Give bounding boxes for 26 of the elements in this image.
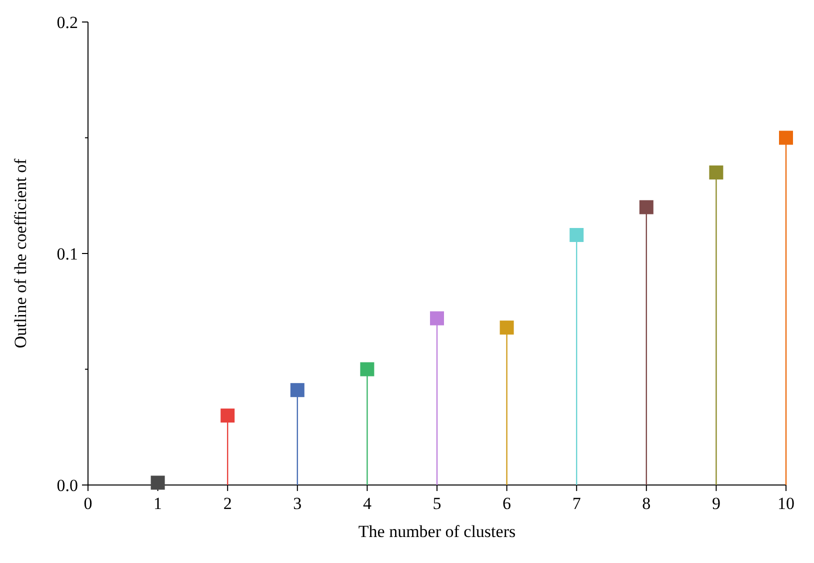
y-tick-label: 0.2 xyxy=(56,13,78,32)
point xyxy=(360,362,374,376)
point xyxy=(220,408,235,423)
x-tick-label: 0 xyxy=(84,494,92,513)
x-tick-label: 1 xyxy=(154,494,162,513)
point xyxy=(570,228,584,242)
point xyxy=(430,311,444,326)
x-axis-title: The number of clusters xyxy=(358,522,516,541)
point xyxy=(500,320,514,335)
y-tick-label: 0.1 xyxy=(56,244,78,264)
point xyxy=(150,476,165,490)
point xyxy=(639,200,654,214)
point xyxy=(779,130,793,145)
x-tick-label: 3 xyxy=(293,494,302,513)
y-axis-title: Outline of the coefficient of xyxy=(11,158,30,348)
x-tick-label: 8 xyxy=(642,494,651,513)
x-tick-label: 9 xyxy=(712,494,720,513)
y-tick-label: 0.0 xyxy=(56,476,78,495)
x-tick-label: 10 xyxy=(778,494,794,513)
x-tick-label: 4 xyxy=(362,494,372,513)
x-tick-label: 6 xyxy=(502,494,512,513)
point xyxy=(709,165,724,180)
x-tick-label: 7 xyxy=(572,494,582,513)
x-tick-label: 5 xyxy=(432,494,442,513)
point xyxy=(290,383,304,398)
x-tick-label: 2 xyxy=(223,494,232,513)
